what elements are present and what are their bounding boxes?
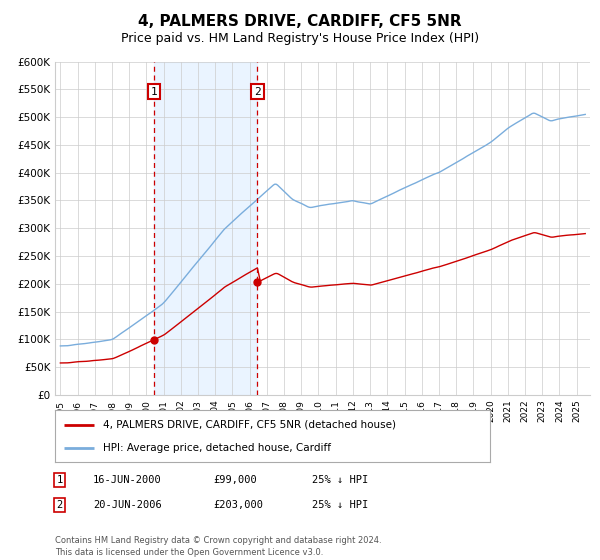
Bar <box>154 62 257 395</box>
Text: 4, PALMERS DRIVE, CARDIFF, CF5 5NR (detached house): 4, PALMERS DRIVE, CARDIFF, CF5 5NR (deta… <box>103 420 396 430</box>
Text: Price paid vs. HM Land Registry's House Price Index (HPI): Price paid vs. HM Land Registry's House … <box>121 32 479 45</box>
Text: 25% ↓ HPI: 25% ↓ HPI <box>312 475 368 485</box>
Text: 1: 1 <box>151 87 157 96</box>
Text: 20-JUN-2006: 20-JUN-2006 <box>93 500 162 510</box>
Text: HPI: Average price, detached house, Cardiff: HPI: Average price, detached house, Card… <box>103 442 331 452</box>
Text: 4, PALMERS DRIVE, CARDIFF, CF5 5NR: 4, PALMERS DRIVE, CARDIFF, CF5 5NR <box>138 14 462 29</box>
Text: 2: 2 <box>56 500 62 510</box>
Text: £99,000: £99,000 <box>213 475 257 485</box>
Text: 2: 2 <box>254 87 261 96</box>
Text: 16-JUN-2000: 16-JUN-2000 <box>93 475 162 485</box>
Text: 25% ↓ HPI: 25% ↓ HPI <box>312 500 368 510</box>
Text: Contains HM Land Registry data © Crown copyright and database right 2024.
This d: Contains HM Land Registry data © Crown c… <box>55 536 382 557</box>
Text: 1: 1 <box>56 475 62 485</box>
Text: £203,000: £203,000 <box>213 500 263 510</box>
